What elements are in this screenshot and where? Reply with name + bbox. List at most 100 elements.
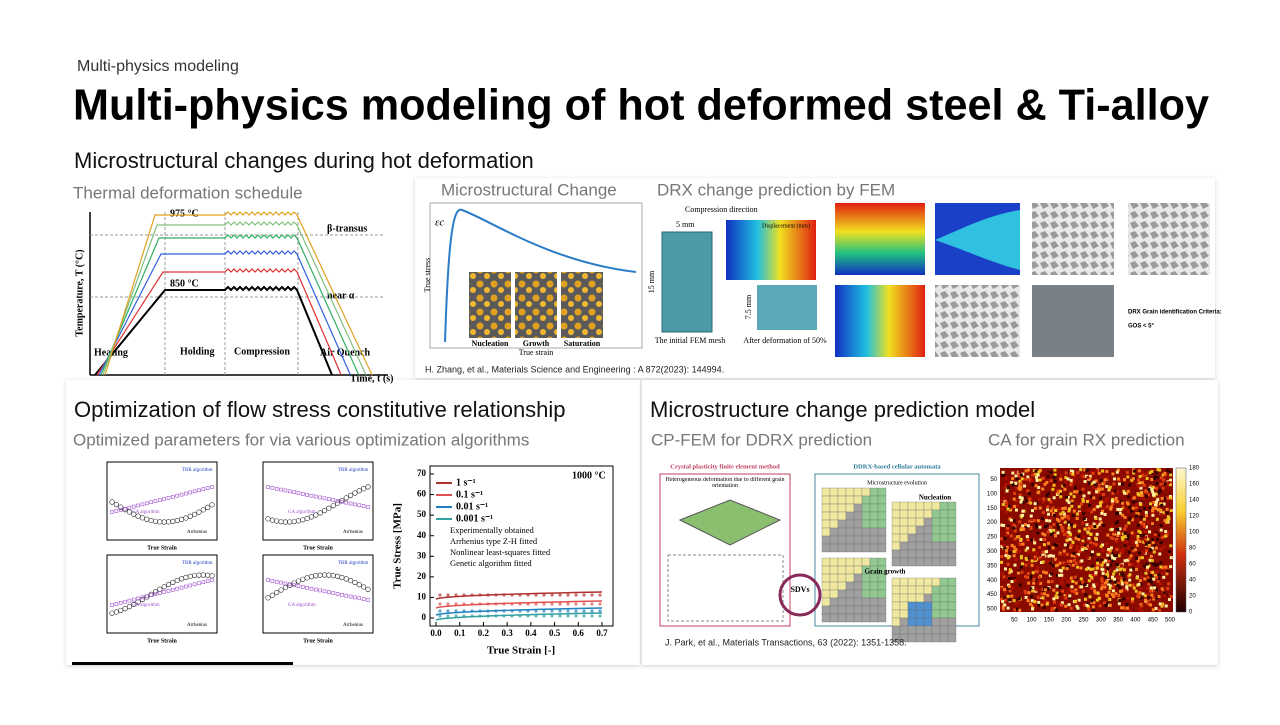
marker [470,602,474,606]
micrograph [469,272,511,338]
grain [1154,546,1158,550]
grain [1157,491,1161,495]
marker [348,594,353,599]
grain [1120,579,1124,583]
grain [1137,529,1141,533]
contour [935,210,1020,270]
grain [1037,580,1041,584]
axis-label: Temperature, T (°C) [74,249,85,336]
cell [899,549,909,559]
grain [1003,536,1007,540]
grain [1149,484,1153,488]
grain [1003,596,1007,600]
grain [1061,526,1065,530]
grain [1042,600,1046,604]
grain [1091,567,1095,571]
stage-label: Saturation [564,339,601,348]
grain [1041,510,1045,514]
grain [1161,473,1165,477]
grain [1159,528,1163,532]
grain [1121,532,1125,536]
cell [845,557,855,567]
label: Nucleation [919,494,951,502]
y-tick-label: 300 [987,549,998,555]
grain [1138,533,1142,537]
grain [1043,482,1047,486]
grain [1075,490,1079,494]
cell [931,525,941,535]
grain [1024,469,1028,473]
grain [1122,489,1126,493]
legend-label: Arrhenius type Z-H fitted [450,536,538,546]
cell [947,533,957,543]
grain [1027,587,1031,591]
grain [1107,582,1111,586]
grain [1086,476,1090,480]
cell [907,533,917,543]
curve [444,208,637,343]
grain [1080,545,1084,549]
grain [1158,582,1162,586]
y-tick-label: 400 [987,578,998,584]
grain [1106,602,1110,606]
plot-frame [262,461,374,541]
grain [1167,531,1171,535]
mesh [757,285,817,330]
grain [1027,591,1031,595]
grain [1126,558,1130,562]
grain [1080,559,1084,563]
grain [1053,468,1057,472]
marker [478,614,482,618]
grain [1116,533,1120,537]
grain [1004,554,1008,558]
marker [361,597,366,601]
grain [1096,591,1100,595]
fem-label: Displacement (mm) [762,222,810,229]
grain [1145,476,1149,480]
marker [174,577,180,584]
grain [1077,529,1081,533]
grain [1142,551,1146,555]
cell [837,581,847,591]
grain [1111,575,1115,579]
x-tick-label: 0.0 [430,628,442,638]
grain [1140,596,1144,600]
marker [502,609,506,613]
grain [1007,584,1011,588]
grain [1108,485,1112,489]
grain [1151,509,1155,513]
grain [1131,583,1135,587]
marker [114,509,119,513]
marker [340,592,344,597]
plot-frame [106,461,218,541]
grain [1050,575,1054,579]
grain [1114,592,1118,596]
x-tick-label: 300 [1096,618,1107,624]
grain [1099,496,1103,500]
grain [1115,563,1119,567]
grain [1012,549,1016,553]
marker [566,614,570,618]
marker [318,495,322,500]
cell [861,527,871,537]
marker [558,614,562,618]
grain [1125,606,1129,610]
marker [274,486,279,491]
grain [1147,540,1151,544]
grain [1026,468,1030,472]
cell [861,535,871,545]
grain [1162,591,1166,595]
grain [1091,544,1095,548]
grain [1049,554,1053,558]
grain [1094,571,1098,575]
marker [201,487,206,491]
grain [1154,576,1158,580]
grain [1000,560,1004,564]
cell [853,527,863,537]
grain [1105,484,1109,488]
grain [1098,504,1102,508]
grain [1130,547,1134,551]
grain [1007,481,1011,485]
grain [1150,471,1154,475]
marker [558,602,562,606]
